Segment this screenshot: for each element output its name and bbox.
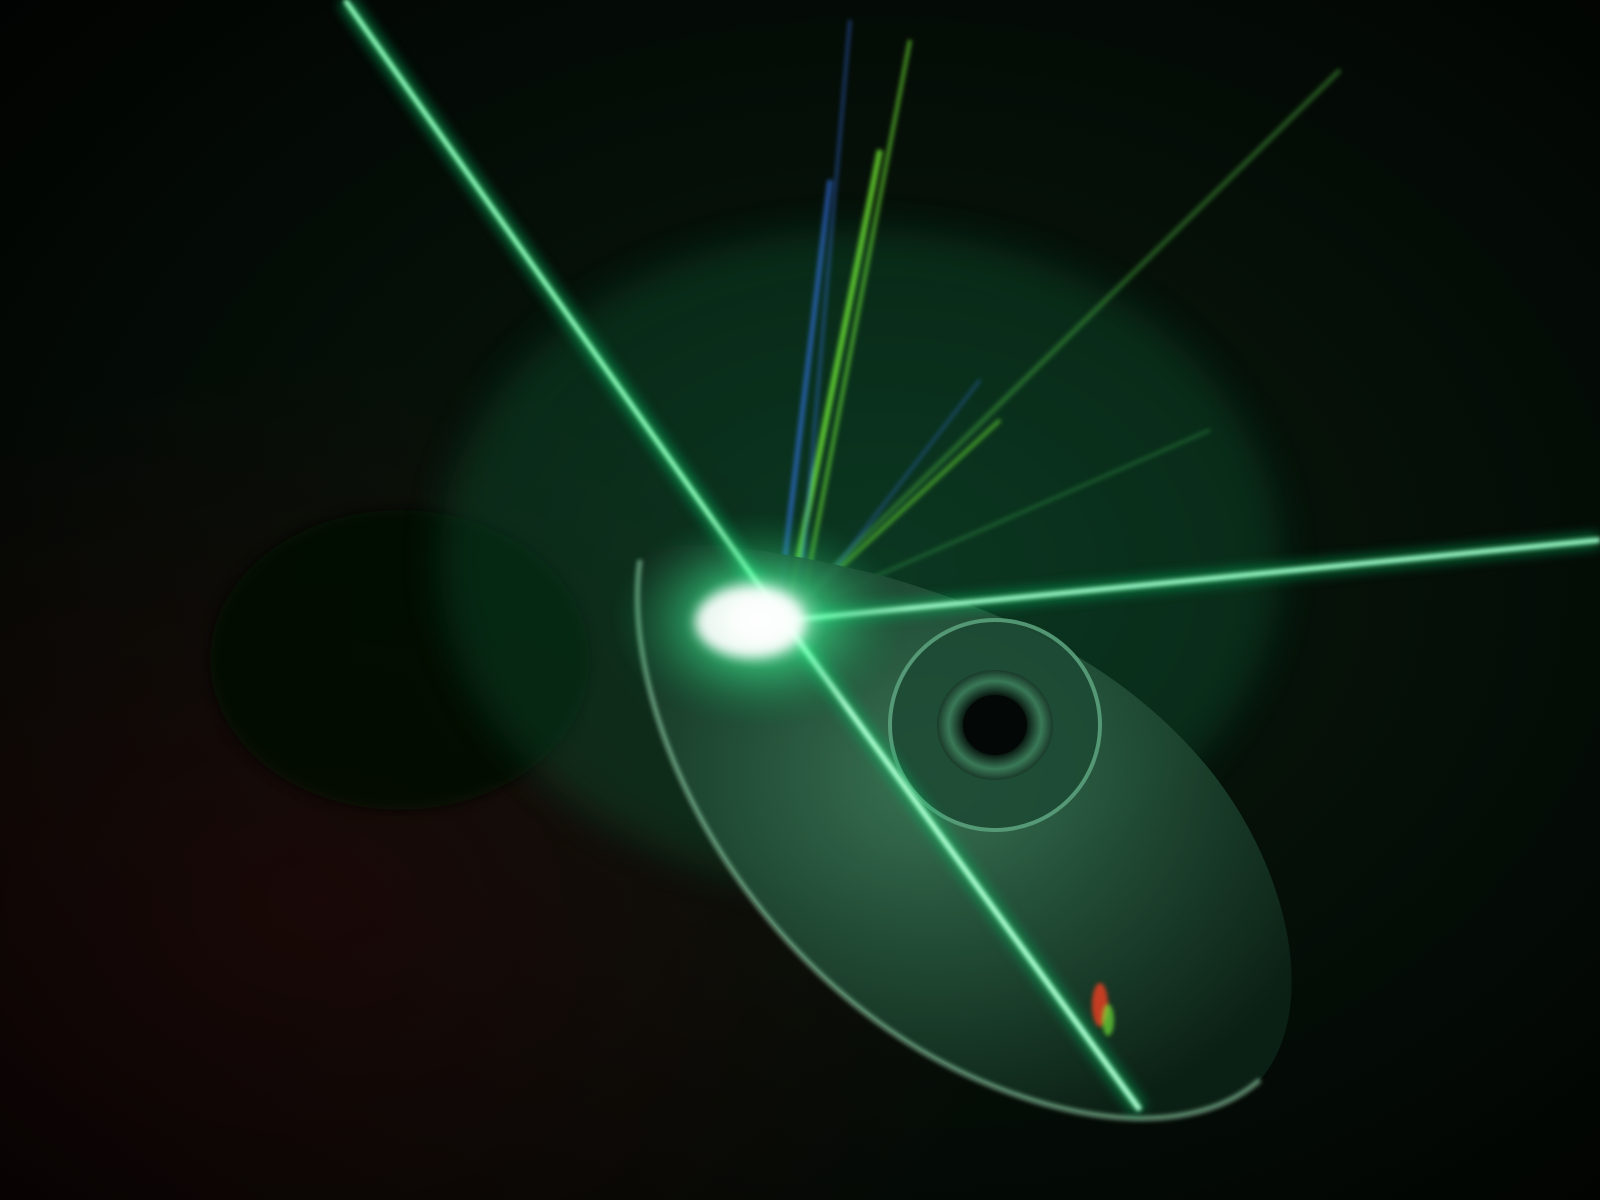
rainbow-reflection-green (1102, 1004, 1114, 1036)
laser-hotspot-core (695, 587, 805, 657)
disc-hole (963, 695, 1027, 755)
streak-green-2 (803, 39, 912, 591)
streak-green-3 (798, 68, 1342, 602)
streak-blue-2 (798, 19, 852, 596)
